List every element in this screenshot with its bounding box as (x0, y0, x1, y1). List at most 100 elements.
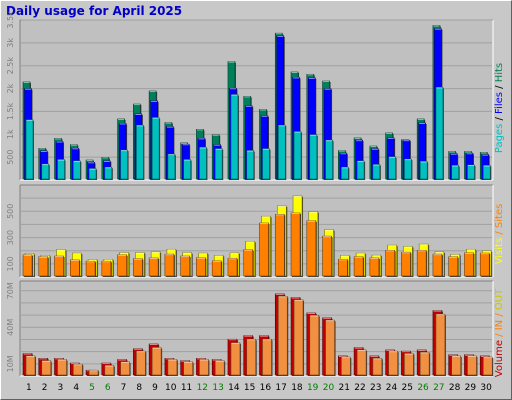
pages-bar (120, 149, 128, 180)
sites-bar (38, 256, 49, 277)
y-tick-label: 10M (6, 355, 15, 372)
day-label-10: 10 (165, 383, 177, 393)
out-bar (277, 296, 288, 376)
sites-bar (85, 260, 96, 277)
sites-bar (180, 255, 190, 277)
bottom-panel-legend-part: IN (494, 320, 505, 330)
sites-bar (259, 222, 269, 277)
pages-bar (356, 160, 365, 180)
pages-bar (325, 139, 333, 180)
out-bar (104, 365, 115, 376)
sites-bar (353, 256, 364, 277)
sites-bar (322, 235, 332, 277)
day-label-4: 4 (73, 383, 79, 393)
sites-bar (401, 251, 411, 277)
day-label-3: 3 (58, 383, 64, 393)
day-label-30: 30 (480, 383, 492, 393)
out-bar (230, 342, 241, 376)
pages-bar (309, 134, 318, 180)
sites-bar (211, 260, 222, 277)
day-label-15: 15 (244, 383, 255, 393)
out-bar (404, 353, 414, 376)
sites-bar (274, 213, 285, 277)
pages-bar (293, 131, 302, 180)
bottom-panel-legend-part: / (494, 310, 505, 320)
pages-bar (246, 150, 255, 180)
out-bar (214, 360, 225, 376)
sites-bar (385, 249, 395, 277)
day-label-23: 23 (370, 383, 381, 393)
y-tick-label: 500 (6, 150, 15, 165)
day-label-8: 8 (136, 383, 142, 393)
y-tick-label: 100 (6, 256, 15, 271)
bottom-panel-legend-part: OUT (494, 288, 505, 310)
top-panel-legend-part: Hits (494, 63, 505, 82)
day-label-12: 12 (197, 383, 208, 393)
day-label-29: 29 (465, 383, 477, 393)
sites-bar (243, 249, 254, 277)
sites-bar (196, 257, 206, 277)
middle-panel-legend-part: / (494, 228, 505, 238)
day-label-7: 7 (121, 383, 127, 393)
bottom-panel-legend-part: Volume (494, 340, 505, 377)
out-bar (419, 352, 430, 376)
y-tick-label: 1k (6, 129, 15, 139)
sites-bar (54, 255, 64, 277)
pages-bar (277, 124, 286, 180)
out-bar (388, 350, 398, 376)
pages-bar (262, 148, 270, 180)
day-label-19: 19 (307, 383, 319, 393)
day-label-22: 22 (354, 383, 365, 393)
sites-bar (227, 257, 238, 277)
day-label-16: 16 (260, 383, 272, 393)
sites-bar (133, 258, 143, 277)
pages-bar (230, 94, 239, 180)
out-bar (325, 319, 335, 376)
pages-bar (104, 166, 113, 180)
pages-bar (199, 147, 207, 180)
sites-bar (416, 249, 427, 277)
y-tick-label: 2k (6, 83, 15, 93)
day-label-13: 13 (212, 383, 223, 393)
middle-panel-legend: Visits / Sites (494, 204, 505, 265)
pages-bar (467, 164, 475, 180)
y-tick-label: 1.5k (6, 102, 15, 120)
out-bar (262, 338, 272, 376)
day-label-6: 6 (105, 383, 111, 393)
sites-bar (432, 253, 443, 277)
y-tick-label: 300 (6, 230, 15, 245)
pages-bar (73, 160, 81, 180)
out-bar (73, 363, 83, 376)
sites-bar (369, 257, 380, 277)
pages-bar (41, 163, 50, 180)
pages-bar (404, 158, 412, 180)
out-bar (309, 315, 320, 376)
day-label-24: 24 (386, 383, 398, 393)
out-bar (136, 350, 146, 376)
out-bar (246, 338, 257, 376)
out-bar (451, 355, 462, 376)
y-tick-label: 500 (6, 204, 15, 219)
y-tick-label: 3k (6, 38, 15, 48)
day-label-20: 20 (323, 383, 335, 393)
out-bar (41, 360, 52, 376)
day-label-17: 17 (275, 383, 286, 393)
day-label-9: 9 (152, 383, 158, 393)
pages-bar (167, 153, 176, 180)
y-tick-label: 3.5k (6, 11, 15, 29)
pages-bar (419, 161, 428, 180)
bottom-panel-legend-part: / (494, 330, 505, 340)
out-bar (467, 355, 477, 376)
middle-panel-legend-part: Visits (494, 238, 505, 265)
panel-top-bg (20, 20, 493, 180)
pages-bar (341, 166, 349, 180)
y-tick-label: 70M (6, 282, 15, 299)
day-label-27: 27 (433, 383, 444, 393)
out-bar (435, 313, 446, 376)
pages-bar (88, 168, 97, 180)
pages-bar (214, 148, 223, 180)
day-label-14: 14 (228, 383, 240, 393)
out-bar (151, 347, 162, 376)
top-panel-legend-part: Pages (494, 124, 505, 153)
